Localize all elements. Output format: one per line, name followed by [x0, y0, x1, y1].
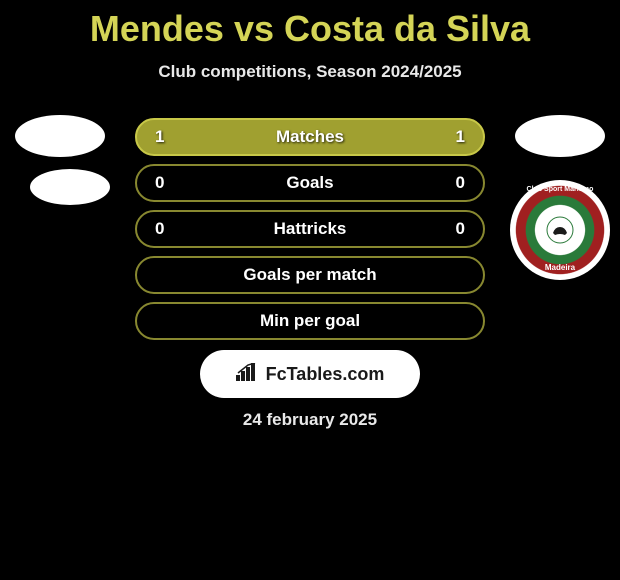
player-right-avatar	[515, 115, 605, 169]
stat-right-value: 1	[456, 127, 465, 147]
stat-right-value: 0	[456, 173, 465, 193]
comparison-subtitle: Club competitions, Season 2024/2025	[0, 62, 620, 82]
stat-left-value: 0	[155, 219, 164, 239]
stat-right-value: 0	[456, 219, 465, 239]
stat-label: Goals per match	[243, 265, 376, 285]
avatar-ellipse-top	[15, 115, 105, 157]
lion-icon	[545, 215, 575, 245]
stat-label: Goals	[286, 173, 333, 193]
stat-bar: 1 Matches 1	[135, 118, 485, 156]
badge-circle: Club Sport Maritimo Madeira	[510, 180, 610, 280]
stat-label: Hattricks	[274, 219, 347, 239]
club-badge: Club Sport Maritimo Madeira	[510, 180, 610, 280]
stat-bar: Goals per match	[135, 256, 485, 294]
avatar-ellipse-bottom	[30, 169, 110, 205]
player-left-avatar	[15, 115, 110, 205]
stat-left-value: 1	[155, 127, 164, 147]
logo-text: FcTables.com	[266, 364, 385, 385]
chart-icon	[236, 363, 260, 386]
comparison-title: Mendes vs Costa da Silva	[0, 0, 620, 50]
avatar-ellipse-top	[515, 115, 605, 157]
stat-left-value: 0	[155, 173, 164, 193]
badge-text-bottom: Madeira	[545, 263, 575, 272]
comparison-date: 24 february 2025	[0, 410, 620, 430]
stat-label: Matches	[276, 127, 344, 147]
stat-bar: 0 Hattricks 0	[135, 210, 485, 248]
stat-label: Min per goal	[260, 311, 360, 331]
stat-bar: 0 Goals 0	[135, 164, 485, 202]
badge-text-top: Club Sport Maritimo	[527, 186, 594, 193]
fctables-logo: FcTables.com	[200, 350, 420, 398]
stat-bar: Min per goal	[135, 302, 485, 340]
stats-container: 1 Matches 1 0 Goals 0 0 Hattricks 0 Goals per mat…	[135, 118, 485, 348]
